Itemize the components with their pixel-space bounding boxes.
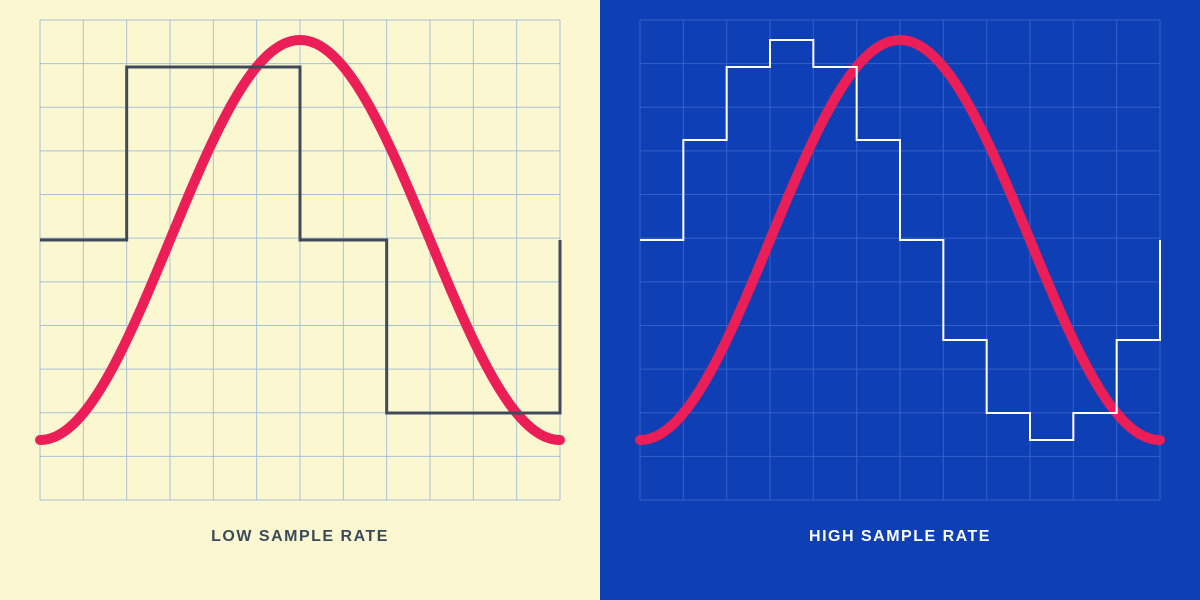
caption-low: LOW SAMPLE RATE <box>211 528 389 546</box>
steps-low <box>40 20 560 500</box>
chart-low <box>40 20 560 500</box>
steps-high <box>640 20 1160 500</box>
panel-low-sample-rate: LOW SAMPLE RATE <box>0 0 600 600</box>
panel-high-sample-rate: HIGH SAMPLE RATE <box>600 0 1200 600</box>
caption-high: HIGH SAMPLE RATE <box>809 528 991 546</box>
chart-high <box>640 20 1160 500</box>
